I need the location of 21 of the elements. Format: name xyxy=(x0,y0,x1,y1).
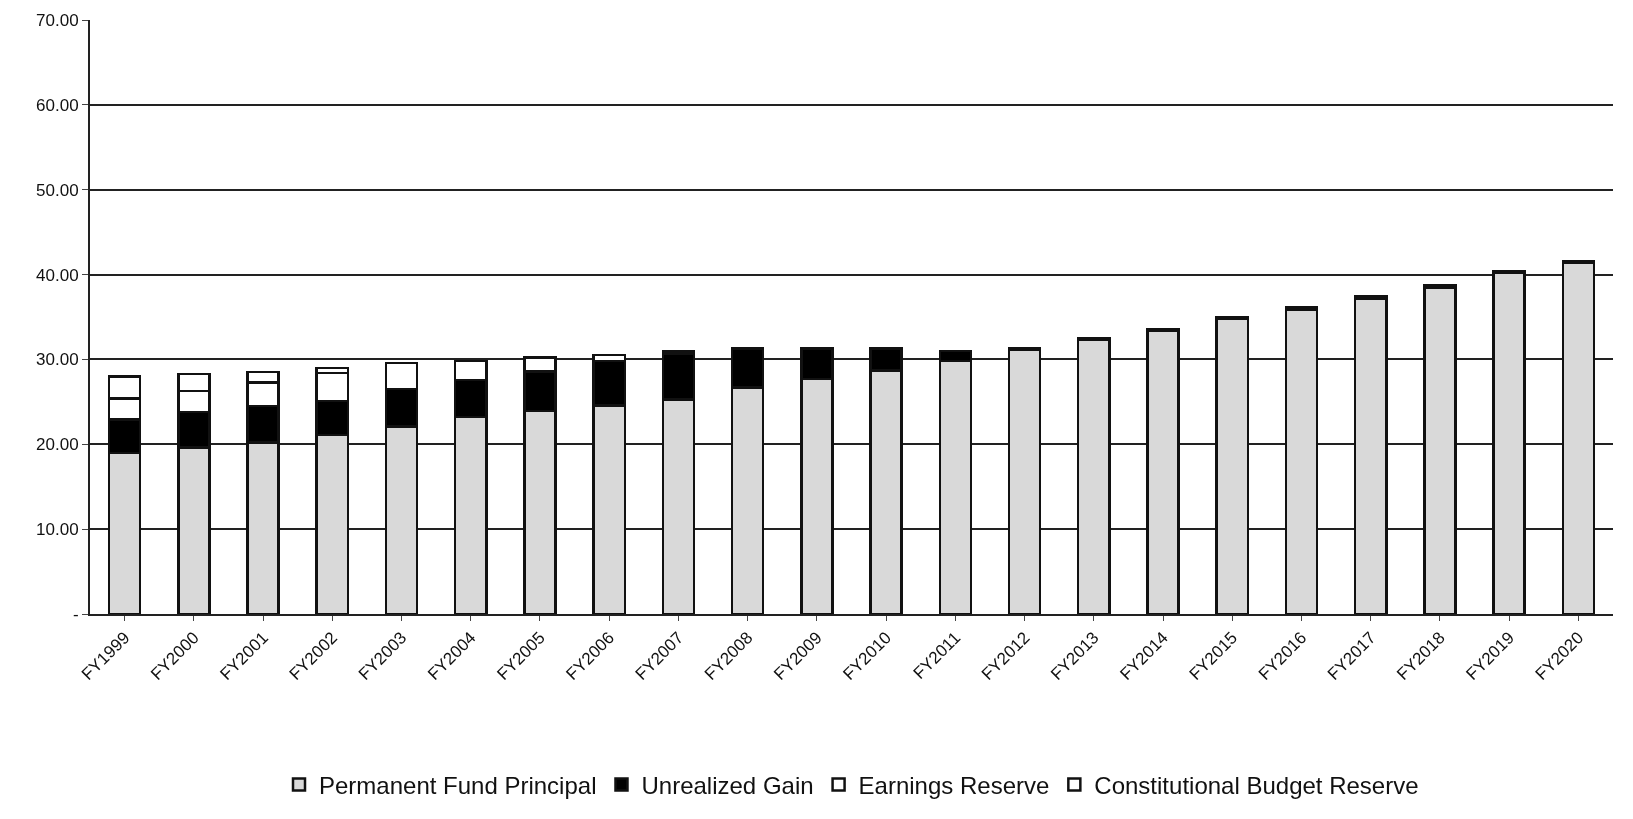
y-tick-label: 70.00 xyxy=(36,10,79,30)
bar xyxy=(1492,271,1526,614)
bar xyxy=(1215,317,1250,614)
y-tick-label: 20.00 xyxy=(36,435,79,455)
bar xyxy=(1146,329,1180,614)
bar xyxy=(1353,297,1388,614)
y-tick-label: 50.00 xyxy=(36,180,79,200)
y-tick-label: 10.00 xyxy=(36,520,79,540)
y-tick-label: - xyxy=(72,604,79,624)
y-tick-label: 30.00 xyxy=(36,350,79,370)
bar xyxy=(1561,261,1596,614)
legend-label: Permanent Fund Principal xyxy=(319,771,597,799)
bar xyxy=(1076,338,1111,614)
y-tick-label: 60.00 xyxy=(36,95,79,115)
bar xyxy=(1423,286,1457,614)
legend-label: Unrealized Gain xyxy=(641,771,814,799)
bar xyxy=(1284,308,1319,614)
legend-label: Earnings Reserve xyxy=(858,771,1050,799)
legend-label: Constitutional Budget Reserve xyxy=(1094,771,1419,799)
bar xyxy=(1007,348,1042,614)
y-tick-label: 40.00 xyxy=(36,265,79,285)
